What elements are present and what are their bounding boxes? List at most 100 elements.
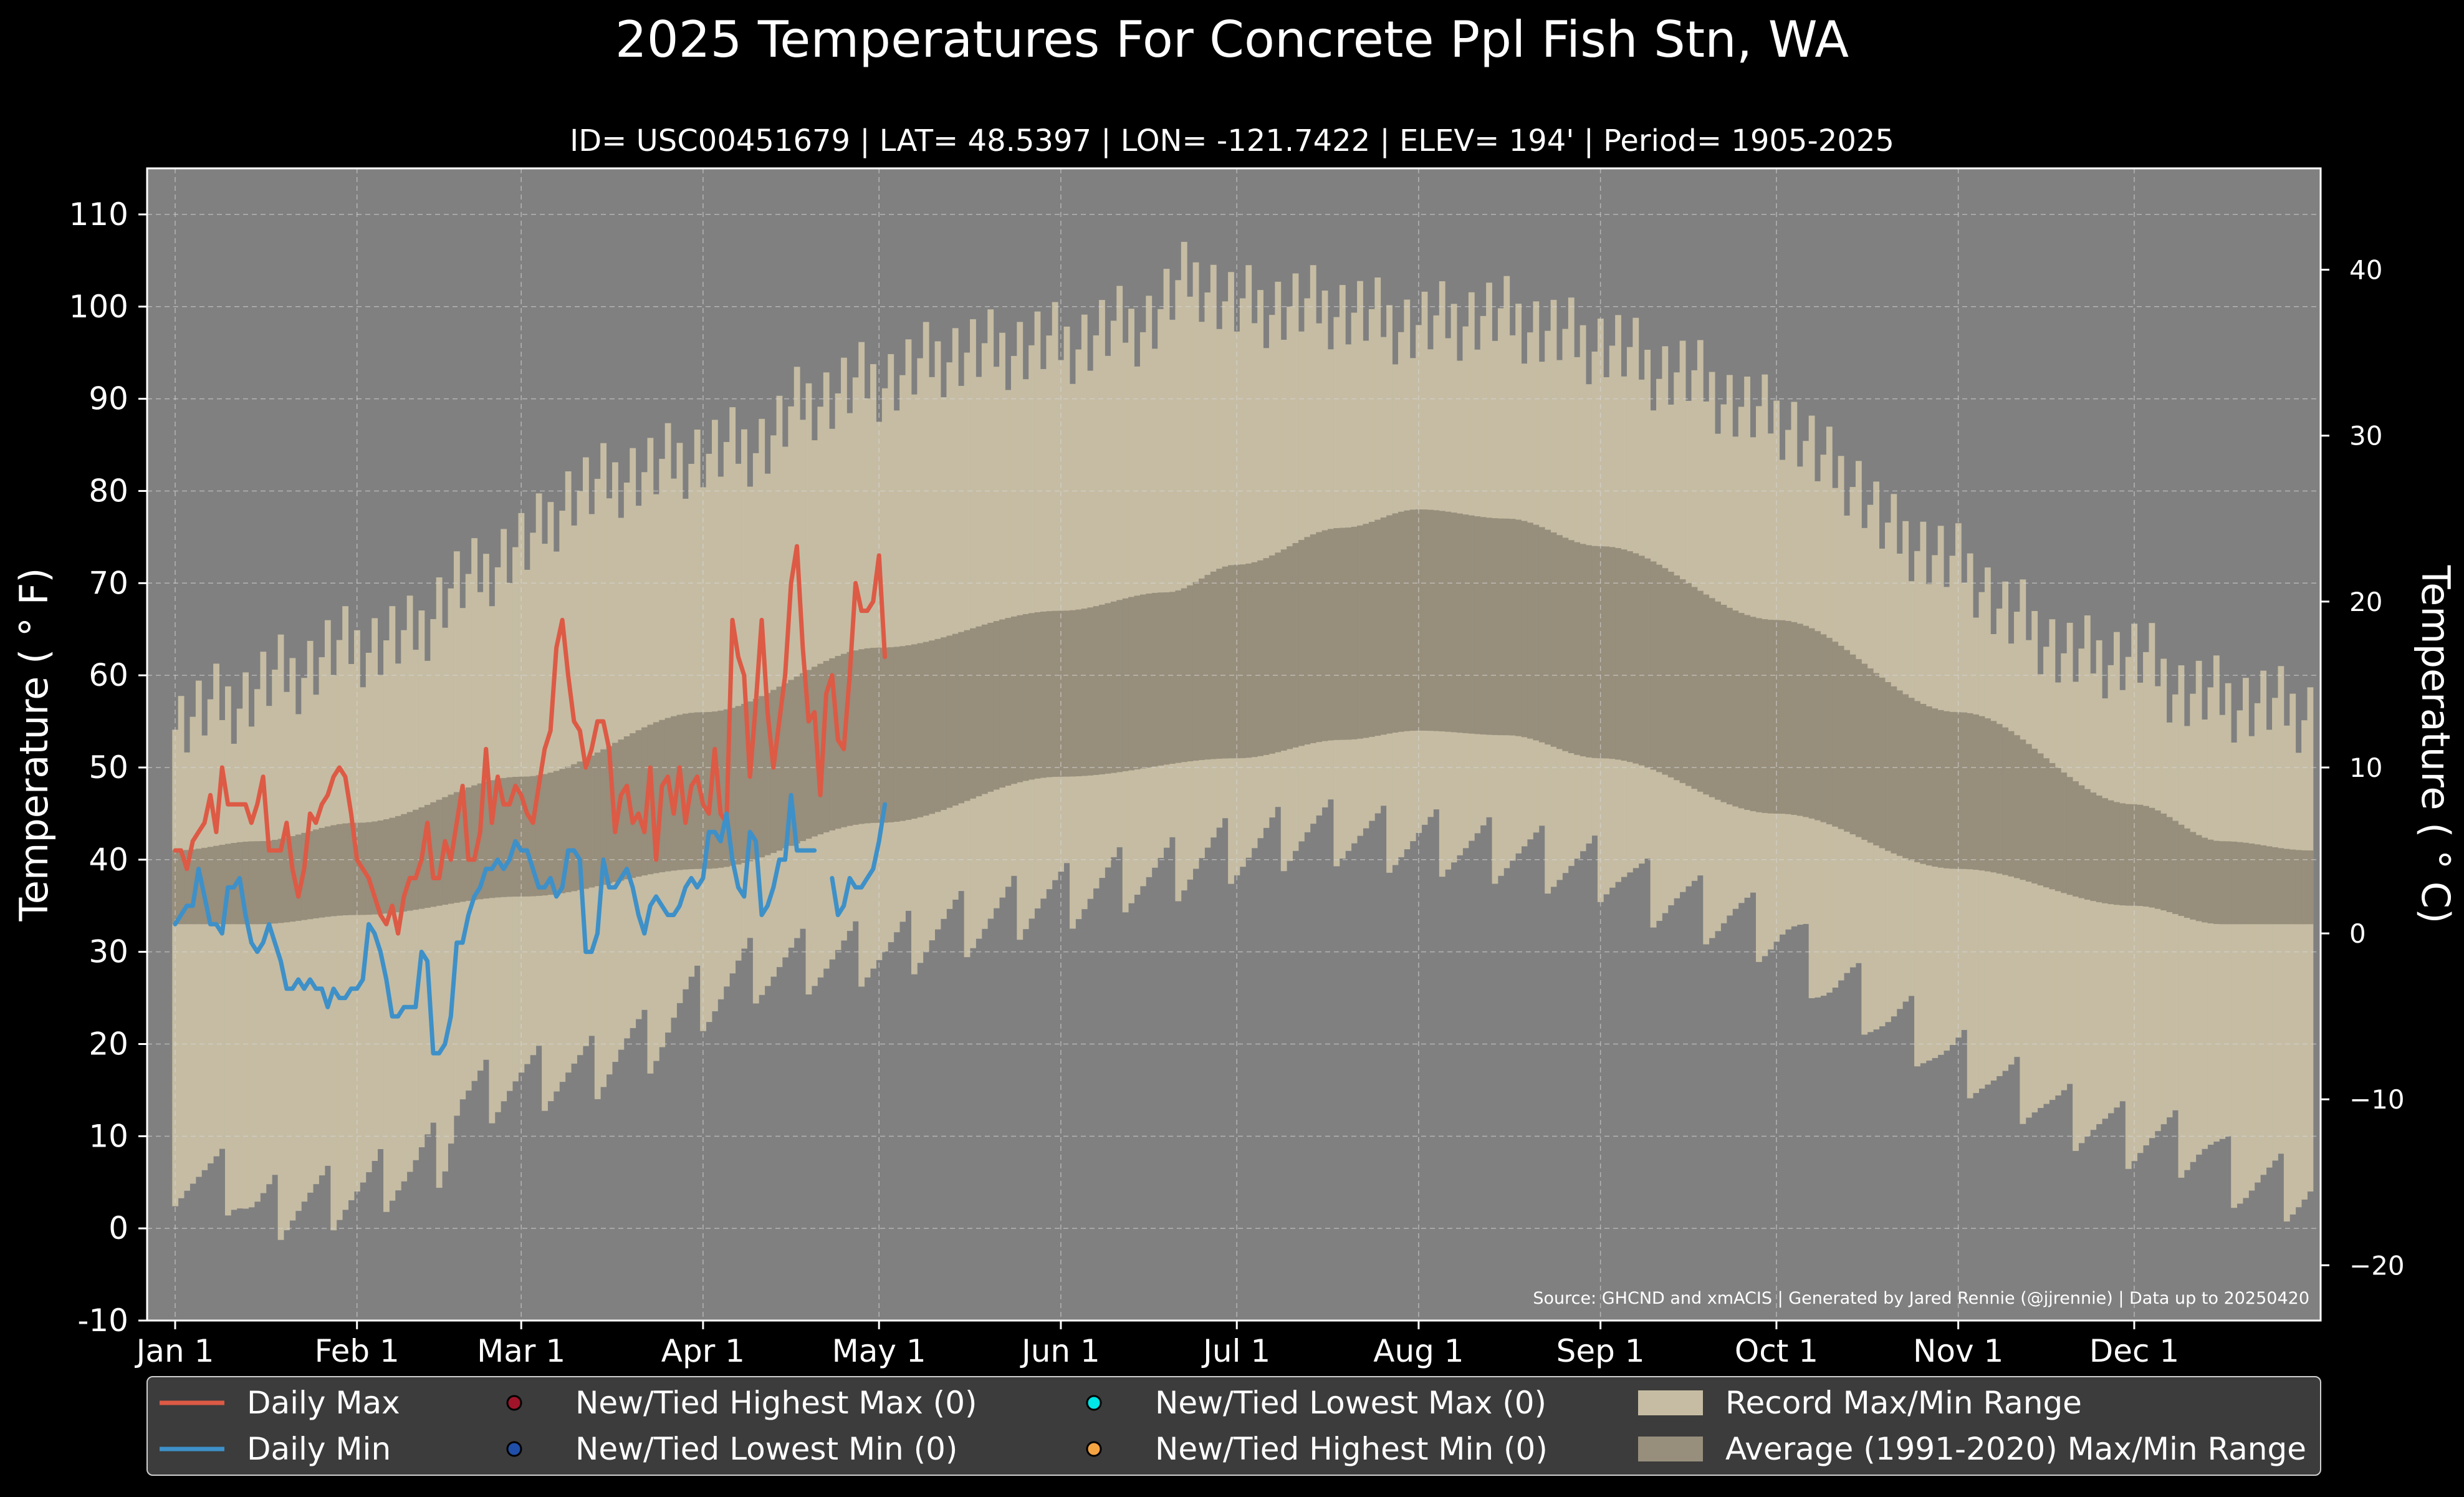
normal-range-bar <box>1720 605 1727 802</box>
normal-range-bar <box>618 739 625 881</box>
record-range-bar <box>313 695 319 1185</box>
y-tick-label: -10 <box>77 1302 128 1339</box>
record-range-bar <box>1034 311 1041 909</box>
normal-range-bar <box>941 637 947 810</box>
normal-range-bar <box>1321 530 1328 741</box>
normal-range-bar <box>248 841 255 925</box>
record-range-bar <box>348 664 355 1201</box>
legend: Daily Max New/Tied Highest Max (0) New/Tie… <box>146 1376 2321 1476</box>
record-range-bar <box>1204 292 1211 848</box>
normal-range-bar <box>1034 612 1041 779</box>
normal-range-bar <box>1533 524 1540 741</box>
normal-range-bar <box>1726 607 1733 805</box>
normal-range-bar <box>1691 587 1698 789</box>
record-range-bar <box>266 706 272 1185</box>
normal-range-bar <box>1462 514 1469 733</box>
normal-range-bar <box>987 622 994 792</box>
source-annotation: Source: GHCND and xmACIS | Generated by … <box>1533 1289 2309 1308</box>
normal-range-bar <box>1486 517 1492 735</box>
normal-range-bar <box>1187 585 1194 762</box>
normal-range-bar <box>958 632 965 804</box>
normal-range-bar <box>254 841 261 925</box>
normal-range-bar <box>1257 560 1263 756</box>
daily-series <box>173 544 888 1056</box>
record-range-bar <box>987 309 994 919</box>
normal-range-bar <box>201 847 208 925</box>
normal-range-bar <box>2025 744 2032 882</box>
legend-label: New/Tied Highest Min (0) <box>1155 1431 1548 1467</box>
normal-range-bar <box>917 643 924 817</box>
normal-range-bar <box>2172 821 2179 914</box>
normal-range-bar <box>547 773 554 895</box>
x-tick-label: Feb 1 <box>315 1333 400 1369</box>
normal-range-bar <box>1163 592 1170 765</box>
normal-range-bar <box>811 667 818 837</box>
y-axis-label-right: Temperature ( ° C) <box>2413 565 2458 924</box>
normal-range-bar <box>1626 551 1633 763</box>
normal-range-bar <box>2254 844 2261 925</box>
normal-range-bar <box>219 844 226 925</box>
normal-range-bar <box>1239 564 1246 758</box>
record-range-bar <box>2266 729 2273 1168</box>
normal-range-bar <box>1996 724 2003 874</box>
normal-range-bar <box>1046 611 1053 777</box>
normal-range-bar <box>1298 540 1305 746</box>
normal-range-bar <box>876 647 883 823</box>
normal-range-bar <box>1492 518 1498 735</box>
normal-range-bar <box>2266 846 2273 925</box>
normal-range-bar <box>1345 527 1352 740</box>
normal-range-bar <box>694 712 701 869</box>
normal-range-bar <box>565 766 572 893</box>
normal-range-bar <box>2219 841 2226 925</box>
record-range-bar <box>2184 726 2190 1170</box>
normal-range-bar <box>2236 842 2243 925</box>
normal-range-bar <box>207 847 214 925</box>
y-tick-label: 0 <box>108 1210 128 1246</box>
normal-range-bar <box>1457 513 1463 733</box>
normal-range-bar <box>852 650 859 825</box>
normal-range-bar <box>788 680 795 846</box>
y-tick-label: 40 <box>89 842 128 878</box>
normal-range-bar <box>213 845 219 925</box>
normal-range-bar <box>2102 798 2108 903</box>
normal-range-bar <box>2049 763 2056 890</box>
normal-range-bar <box>2160 813 2167 911</box>
record-range-bar <box>1181 241 1187 891</box>
normal-range-bar <box>2054 768 2061 892</box>
record-range-bar <box>905 339 912 911</box>
normal-range-bar <box>2066 777 2073 895</box>
normal-range-bar <box>1503 518 1510 736</box>
normal-range-bar <box>1849 654 1856 835</box>
normal-range-bar <box>1158 592 1164 766</box>
normal-range-bar <box>1832 642 1839 827</box>
x-tick-label: Sep 1 <box>1556 1333 1645 1369</box>
record-range-bar <box>1110 320 1117 857</box>
record-range-bar <box>2102 698 2108 1119</box>
record-range-bar <box>242 672 249 1209</box>
normal-range-bar <box>1679 579 1686 783</box>
normal-range-bar <box>530 776 537 897</box>
normal-range-bar <box>1204 575 1211 760</box>
normal-range-bar <box>2289 849 2296 925</box>
normal-range-bar <box>178 850 185 925</box>
normal-range-bar <box>1245 563 1252 758</box>
normal-range-bar <box>1228 565 1234 759</box>
normal-range-bar <box>1796 623 1803 816</box>
normal-range-bar <box>582 758 589 889</box>
normal-range-bar <box>1644 558 1651 768</box>
normal-range-bar <box>2272 847 2278 925</box>
normal-range-bar <box>2114 802 2120 905</box>
record-range-bar <box>277 634 284 1240</box>
normal-range-bar <box>2307 850 2314 925</box>
normal-range-bar <box>224 844 231 925</box>
normal-range-bar <box>1105 603 1111 774</box>
record-range-bar <box>184 752 190 1191</box>
normal-range-bar <box>1017 615 1023 782</box>
record-range-bar <box>923 322 929 952</box>
normal-range-bar <box>184 850 190 925</box>
record-range-bar <box>2202 720 2208 1149</box>
normal-range-bar <box>577 761 583 890</box>
normal-range-bar <box>776 686 783 851</box>
normal-range-bar <box>1873 673 1880 845</box>
normal-range-bar <box>284 837 290 923</box>
